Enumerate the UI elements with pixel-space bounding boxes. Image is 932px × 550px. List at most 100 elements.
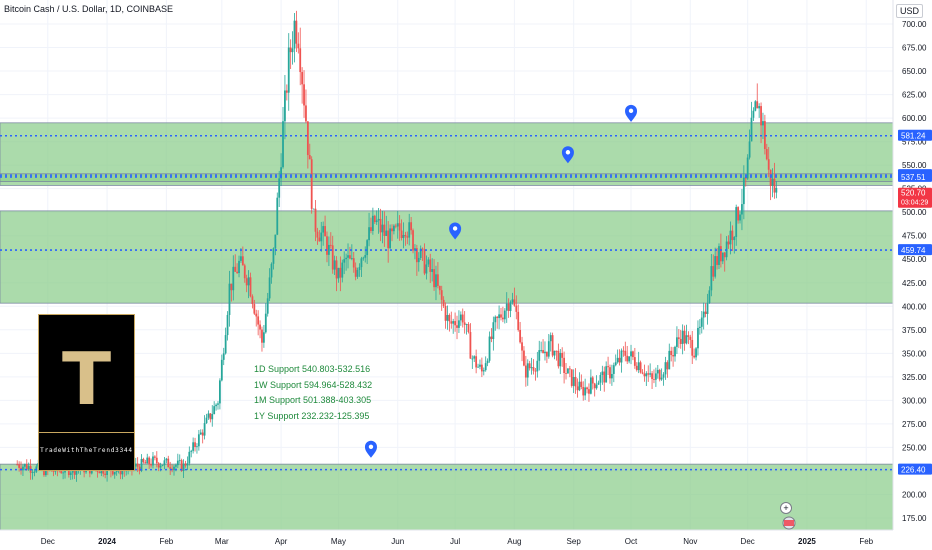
candle-body <box>295 20 298 44</box>
candle-body <box>153 456 156 458</box>
candle-body <box>614 362 617 366</box>
candle-body <box>297 43 300 49</box>
level-tag <box>898 170 932 182</box>
candle-body <box>347 255 349 258</box>
candle-body <box>276 197 279 235</box>
candle-body <box>532 367 535 371</box>
candle-body <box>98 471 101 474</box>
x-tick-label: Sep <box>567 537 582 546</box>
x-tick-label: Feb <box>159 537 173 546</box>
level-tag <box>898 244 932 256</box>
candle-body <box>656 369 659 374</box>
candle-body <box>138 466 141 471</box>
candle-body <box>270 263 273 278</box>
location-pin-icon <box>561 146 574 164</box>
candle-body <box>578 381 581 391</box>
candle-body <box>410 222 413 231</box>
candle-body <box>419 248 422 258</box>
candle-body <box>159 465 162 468</box>
currency-button[interactable]: USD <box>896 4 924 18</box>
candle-body <box>693 355 696 358</box>
candle-body <box>293 20 296 49</box>
y-tick-label: 475.00 <box>902 232 927 241</box>
candle-body <box>182 463 185 471</box>
candle-body <box>209 413 212 420</box>
candle-body <box>211 413 214 420</box>
candle-body <box>228 283 231 315</box>
candle-body <box>240 256 242 261</box>
y-tick-label: 350.00 <box>902 349 927 358</box>
candle-body <box>264 313 267 333</box>
candle-body <box>632 351 634 358</box>
candle-body <box>496 316 499 319</box>
candle-body <box>668 350 671 370</box>
y-tick-label: 325.00 <box>902 373 927 382</box>
candle-body <box>343 259 346 263</box>
candle-body <box>748 141 751 158</box>
candle-body <box>329 244 332 246</box>
candle-body <box>224 335 227 354</box>
candle-body <box>163 460 166 466</box>
candle-body <box>454 321 457 326</box>
x-tick-label: Dec <box>41 537 55 546</box>
candle-body <box>188 451 191 464</box>
x-tick-label: 2024 <box>98 537 116 546</box>
candle-body <box>666 362 669 370</box>
location-pin-dot <box>628 108 634 114</box>
candle-body <box>121 469 124 475</box>
candle-body <box>320 232 323 242</box>
candle-body <box>670 350 673 356</box>
candle-body <box>144 462 147 464</box>
candle-body <box>584 387 587 396</box>
candle-body <box>568 368 571 370</box>
x-tick-label: Apr <box>275 537 288 546</box>
level-tag <box>898 463 932 475</box>
candle-body <box>371 215 374 231</box>
candle-body <box>142 458 145 463</box>
candle-body <box>679 338 682 344</box>
candle-body <box>718 246 720 265</box>
candle-body <box>645 373 648 377</box>
candle-body <box>742 177 745 205</box>
candle-body <box>708 290 711 304</box>
candle-body <box>498 314 500 319</box>
candle-body <box>492 322 495 340</box>
candle-body <box>641 372 644 374</box>
candle-body <box>446 314 449 321</box>
candle-body <box>605 366 608 383</box>
candle-body <box>567 368 569 374</box>
candle-body <box>232 266 235 291</box>
candle-body <box>435 274 437 288</box>
candle-body <box>33 471 36 473</box>
candle-body <box>542 350 544 354</box>
y-tick-label: 425.00 <box>902 279 927 288</box>
candle-body <box>186 463 189 466</box>
candle-body <box>704 311 707 314</box>
candle-body <box>245 278 248 286</box>
candle-body <box>712 266 715 277</box>
candle-body <box>664 362 667 375</box>
candle-body <box>488 336 491 361</box>
candle-body <box>494 316 497 323</box>
candle-body <box>280 167 282 179</box>
candle-body <box>60 470 63 474</box>
candle-body <box>612 365 615 374</box>
add-alert-icon <box>780 502 792 514</box>
candle-body <box>452 321 455 324</box>
y-tick-label: 175.00 <box>902 514 927 523</box>
candle-body <box>262 332 265 343</box>
candle-body <box>674 346 676 357</box>
candle-body <box>482 370 485 372</box>
candle-body <box>402 234 405 239</box>
candle-body <box>471 358 474 360</box>
candle-body <box>620 350 623 363</box>
candle-body <box>234 266 237 272</box>
candle-body <box>31 472 34 474</box>
candle-body <box>517 311 520 330</box>
candle-body <box>213 406 216 414</box>
candle-body <box>486 360 489 364</box>
candle-body <box>559 352 562 367</box>
candle-body <box>249 277 252 297</box>
candle-body <box>146 457 149 464</box>
